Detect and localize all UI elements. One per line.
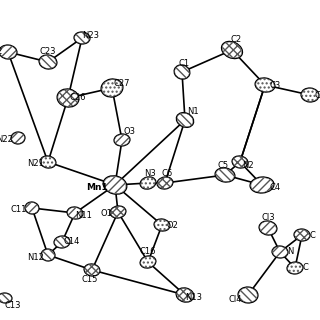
Text: C: C: [309, 230, 315, 239]
Ellipse shape: [250, 177, 274, 193]
Text: N2: N2: [242, 162, 254, 171]
Text: C11: C11: [11, 205, 27, 214]
Ellipse shape: [238, 287, 258, 303]
Ellipse shape: [40, 156, 56, 168]
Ellipse shape: [140, 177, 156, 189]
Ellipse shape: [232, 156, 248, 168]
Text: N3: N3: [144, 170, 156, 179]
Ellipse shape: [215, 168, 235, 182]
Ellipse shape: [140, 256, 156, 268]
Ellipse shape: [0, 45, 17, 59]
Ellipse shape: [25, 202, 39, 214]
Text: N22: N22: [0, 135, 13, 145]
Text: C3: C3: [269, 81, 281, 90]
Text: C16: C16: [140, 247, 156, 257]
Text: N: N: [287, 247, 293, 257]
Ellipse shape: [110, 206, 126, 218]
Ellipse shape: [154, 219, 170, 231]
Ellipse shape: [11, 132, 25, 144]
Ellipse shape: [221, 41, 243, 59]
Ellipse shape: [114, 134, 130, 146]
Text: C15: C15: [82, 276, 98, 284]
Ellipse shape: [176, 113, 194, 127]
Ellipse shape: [272, 246, 288, 258]
Text: N11: N11: [76, 211, 92, 220]
Text: Cl3: Cl3: [261, 213, 275, 222]
Text: N13: N13: [186, 292, 203, 301]
Text: C5: C5: [217, 161, 228, 170]
Ellipse shape: [0, 293, 12, 303]
Text: O1: O1: [100, 210, 112, 219]
Ellipse shape: [301, 88, 319, 102]
Text: C: C: [302, 263, 308, 273]
Text: C6: C6: [161, 170, 172, 179]
Text: N1: N1: [187, 108, 199, 116]
Ellipse shape: [259, 221, 277, 235]
Ellipse shape: [57, 89, 79, 107]
Ellipse shape: [255, 78, 275, 92]
Ellipse shape: [101, 79, 123, 97]
Text: C23: C23: [40, 47, 56, 57]
Text: C22: C22: [0, 47, 3, 57]
Text: Mn1: Mn1: [86, 182, 108, 191]
Ellipse shape: [84, 264, 100, 276]
Ellipse shape: [54, 236, 70, 248]
Text: N12: N12: [28, 252, 44, 261]
Text: N21: N21: [28, 159, 44, 169]
Text: O3: O3: [124, 127, 136, 137]
Ellipse shape: [67, 207, 83, 219]
Text: C4: C4: [269, 182, 281, 191]
Ellipse shape: [174, 65, 190, 79]
Text: C7: C7: [314, 91, 320, 100]
Text: C27: C27: [114, 79, 130, 89]
Ellipse shape: [157, 177, 173, 189]
Ellipse shape: [39, 55, 57, 69]
Text: C14: C14: [64, 237, 80, 246]
Text: Cl4: Cl4: [228, 295, 242, 305]
Ellipse shape: [41, 249, 55, 261]
Ellipse shape: [74, 32, 90, 44]
Ellipse shape: [176, 288, 194, 302]
Text: O2: O2: [166, 220, 178, 229]
Text: C2: C2: [230, 36, 242, 44]
Ellipse shape: [287, 262, 303, 274]
Text: N23: N23: [83, 31, 100, 41]
Text: C26: C26: [70, 93, 86, 102]
Text: C1: C1: [179, 59, 189, 68]
Ellipse shape: [103, 176, 127, 194]
Ellipse shape: [294, 229, 310, 241]
Text: C13: C13: [5, 301, 21, 310]
